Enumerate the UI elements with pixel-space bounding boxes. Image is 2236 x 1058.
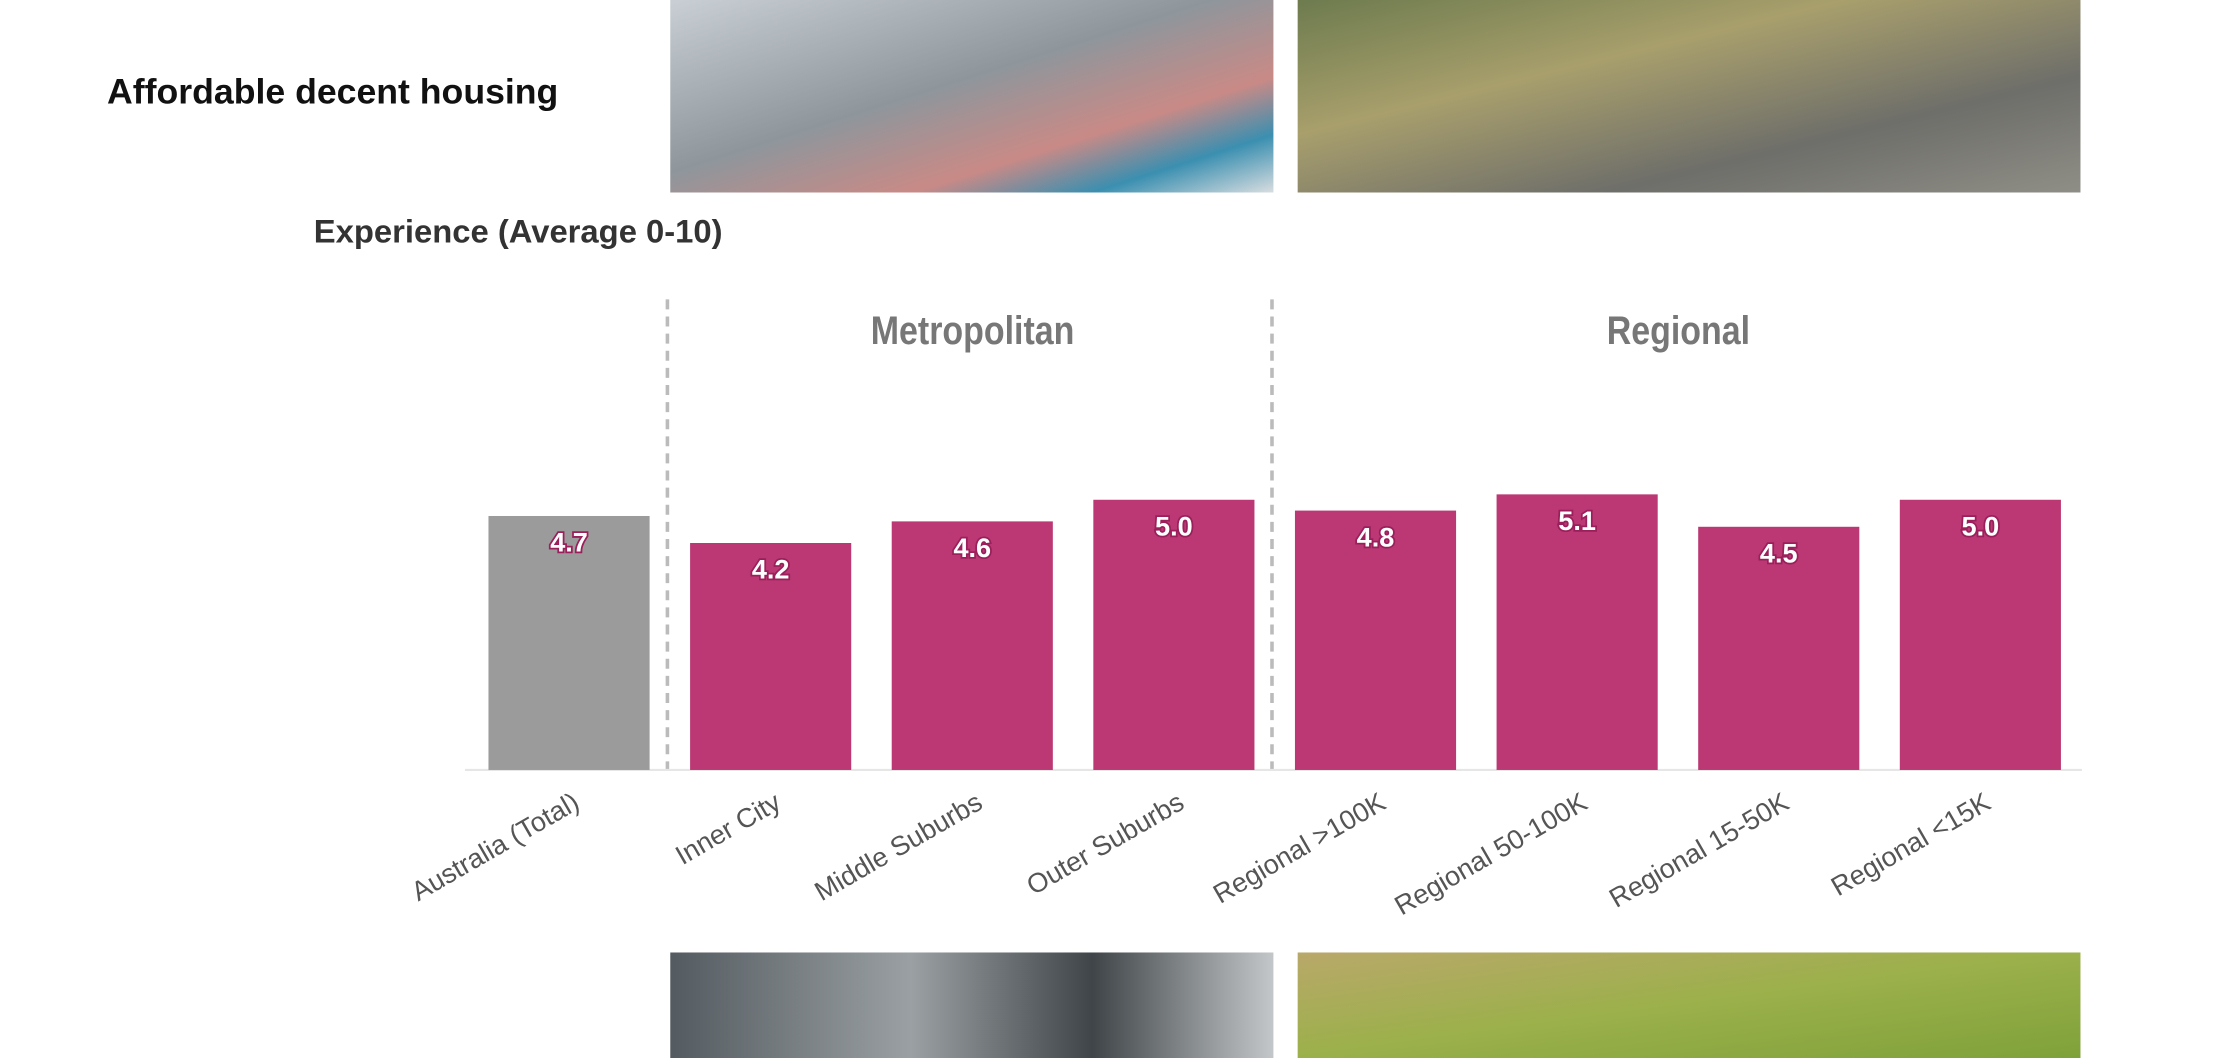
bar: [1496, 494, 1658, 770]
value-label: 4.5: [1760, 537, 1798, 568]
x-tick-label: Regional 15-50K: [1604, 786, 1794, 914]
bar: [488, 515, 650, 770]
x-tick-label: Inner City: [670, 786, 786, 871]
value-label: 4.2: [752, 554, 790, 585]
value-label: 5.1: [1558, 505, 1596, 536]
value-label: 5.0: [1155, 510, 1193, 541]
value-label: 5.0: [1962, 510, 2000, 541]
value-label: 4.7: [550, 527, 588, 558]
group-label: Metropolitan: [871, 308, 1075, 353]
x-tick-label: Regional >100K: [1208, 786, 1391, 910]
bar: [1899, 499, 2061, 770]
chart-title: Experience (Average 0-10): [314, 212, 723, 249]
bar: [1698, 526, 1860, 770]
photo: [670, 952, 1274, 1058]
x-tick-label: Outer Suburbs: [1021, 786, 1189, 901]
value-label: 4.8: [1357, 521, 1395, 552]
bar: [690, 543, 852, 770]
photo: [1297, 0, 2081, 193]
bar: [1093, 499, 1255, 770]
x-tick-label: Australia (Total): [406, 786, 584, 907]
x-tick-label: Regional 50-100K: [1389, 786, 1592, 921]
x-tick-label: Middle Suburbs: [809, 786, 987, 907]
bar: [1294, 510, 1457, 770]
section-heading: Affordable decent housing: [107, 72, 558, 112]
value-label: 4.6: [953, 532, 991, 563]
photo: [670, 0, 1274, 193]
x-tick-label: Regional <15K: [1825, 786, 1995, 902]
group-label: Regional: [1607, 308, 1750, 353]
photo: [1297, 952, 2081, 1058]
bar: [891, 521, 1053, 770]
